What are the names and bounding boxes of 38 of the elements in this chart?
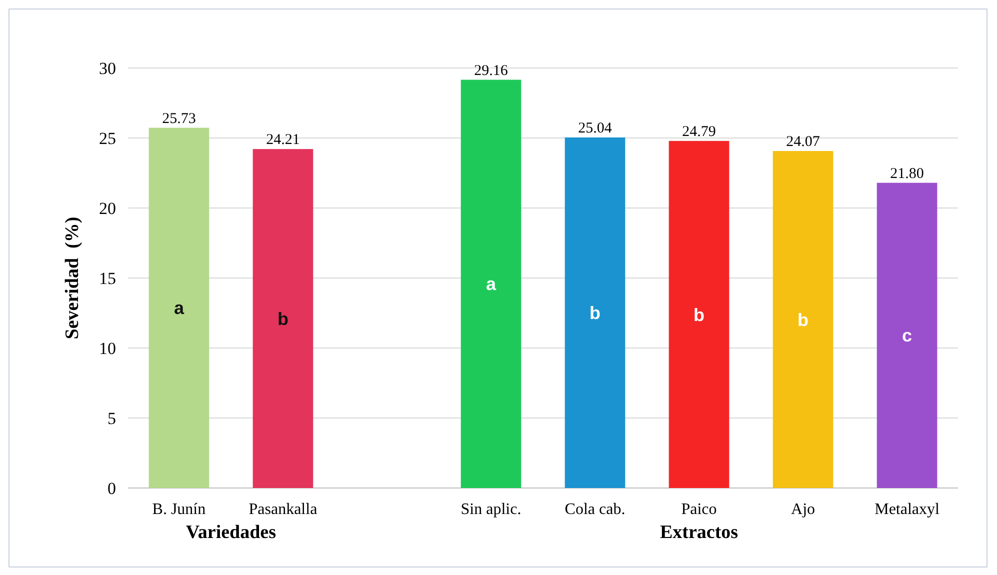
bar (876, 182, 938, 488)
x-tick-label: Ajo (791, 501, 816, 518)
x-tick-label: B. Junín (152, 501, 206, 518)
y-tick-label: 15 (99, 268, 116, 288)
text: Variedades (186, 522, 276, 543)
bar (148, 128, 210, 488)
bar (460, 80, 522, 488)
y-tick-label: 20 (99, 198, 116, 218)
annotation: b (590, 303, 601, 324)
y-axis-title: Severidad (%) (62, 216, 83, 340)
x-tick-label: Sin aplic. (460, 501, 522, 518)
y-tick-label: 10 (99, 338, 116, 358)
bar (668, 140, 730, 488)
bar (772, 151, 834, 488)
y-tick-label: 30 (99, 58, 116, 78)
annotation: a (174, 298, 185, 318)
data-label: 21.80 (890, 166, 924, 182)
data-label: 25.04 (578, 120, 612, 136)
y-tick-label: 5 (108, 408, 116, 428)
data-label: 29.16 (474, 62, 508, 79)
annotation: c (902, 326, 912, 346)
y-tick-label: 25 (99, 128, 116, 148)
bar (252, 149, 314, 488)
annotation: a (486, 274, 497, 294)
y-tick-label: 0 (108, 478, 116, 498)
data-label: 24.21 (266, 132, 300, 148)
x-tick-label: Pasankalla (248, 501, 318, 518)
data-label: 25.73 (162, 110, 196, 127)
annotation: b (798, 310, 809, 330)
x-tick-label: Paico (681, 501, 717, 518)
bar (564, 137, 626, 488)
data-label: 24.07 (786, 134, 820, 150)
annotation: b (694, 304, 705, 325)
data-label: 24.79 (682, 124, 716, 140)
text: Extractos (660, 522, 738, 543)
annotation: b (277, 308, 288, 329)
x-tick-label: Cola cab. (564, 501, 626, 518)
x-tick-label: Metalaxyl (874, 501, 940, 518)
